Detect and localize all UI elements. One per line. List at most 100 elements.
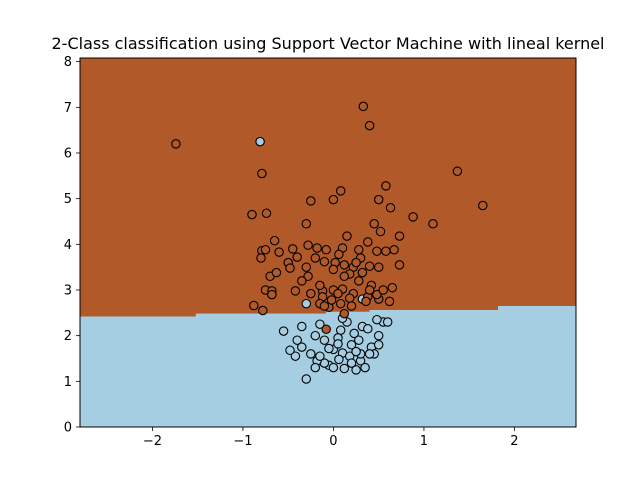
data-point [297,276,307,286]
data-point [346,358,357,368]
data-point [363,324,373,334]
data-point [364,285,375,295]
data-point [247,209,257,220]
x-tick-label: −1 [233,434,252,449]
data-point [271,267,282,278]
data-point [339,260,350,270]
data-point [351,346,361,357]
data-point [349,328,359,339]
data-points [171,101,488,384]
data-point [428,219,438,229]
x-tick-label: 0 [329,434,337,449]
data-point [373,330,384,341]
data-point [315,351,325,361]
data-point [319,335,330,345]
data-point [297,321,307,332]
x-tick-label: 1 [420,434,428,449]
data-point [315,319,325,329]
data-point [258,305,268,316]
data-point [306,288,316,299]
data-point [373,340,384,350]
data-point [394,231,405,241]
data-point [384,296,395,307]
data-point [394,260,405,270]
y-tick-label: 7 [64,101,72,116]
data-point [310,253,321,263]
data-point [285,263,295,273]
data-point [339,363,350,374]
data-point [321,324,331,335]
chart-title: 2-Class classification using Support Vec… [52,34,605,53]
data-point [285,345,295,356]
plot-frame [79,57,577,428]
data-point [351,365,361,375]
data-point [373,194,384,205]
data-point [261,208,272,219]
data-point [321,245,331,255]
data-point [326,295,337,305]
data-point [328,264,339,275]
x-tick-label: −2 [143,434,162,449]
data-point [372,314,382,325]
data-point [334,354,344,365]
x-axis: −2 −1 0 1 2 [143,427,519,449]
data-point [335,325,346,335]
data-point [363,237,373,247]
data-point [333,339,343,349]
data-point [301,298,312,309]
data-point [387,282,398,293]
data-point [303,271,313,282]
data-point [354,245,364,255]
data-point [306,349,316,359]
data-point [303,240,313,250]
data-point [339,271,350,282]
data-point [373,262,384,272]
data-point [269,235,280,246]
data-point [346,340,357,350]
y-tick-label: 0 [64,421,72,436]
data-point [361,296,371,307]
data-point [360,362,370,373]
data-point [372,289,382,300]
data-point [328,194,339,205]
data-point [354,276,364,286]
data-point [357,267,368,278]
data-point [334,249,344,260]
data-point [328,362,339,373]
data-point [385,203,396,213]
decision-region-upper [80,58,576,317]
data-point [287,244,298,254]
data-point [381,246,391,256]
data-point [319,301,330,311]
data-point [310,330,321,341]
data-point [301,262,312,272]
y-tick-label: 6 [64,146,72,161]
data-point [351,257,361,268]
data-point [324,343,334,354]
data-point [364,261,375,271]
data-point [354,335,364,345]
data-point [358,101,369,112]
data-point [378,285,388,295]
data-point [344,293,355,303]
data-point [306,196,316,206]
data-point [290,351,301,361]
data-point [260,245,271,255]
data-point [372,246,382,256]
data-point [249,300,259,311]
data-point [339,308,350,319]
data-point [319,256,330,267]
data-point [315,280,325,291]
data-point [256,253,266,263]
data-point [292,252,302,262]
data-point [257,168,267,179]
y-tick-label: 1 [64,375,72,390]
data-point [301,374,312,384]
data-point [346,301,357,311]
data-point [369,219,379,229]
x-tick-label: 2 [510,434,518,449]
y-tick-label: 2 [64,329,72,344]
data-point [342,231,352,241]
data-point [381,181,391,191]
